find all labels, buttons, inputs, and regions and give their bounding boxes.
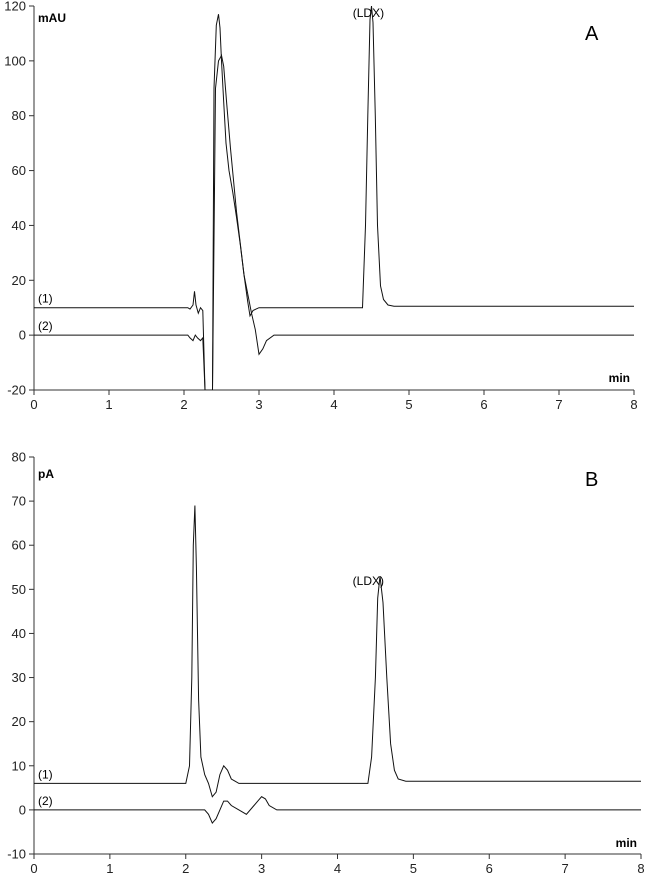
- y-tick-label: 40: [12, 218, 26, 233]
- y-tick-label: 120: [4, 0, 26, 14]
- x-tick-label: 8: [630, 397, 637, 412]
- x-tick-label: 0: [30, 861, 37, 876]
- x-tick-label: 0: [30, 397, 37, 412]
- series-line-1: [34, 505, 641, 798]
- y-tick-label: 0: [19, 802, 26, 817]
- x-tick-label: 3: [258, 861, 265, 876]
- x-axis-unit-label: min: [616, 836, 637, 850]
- x-tick-label: 4: [330, 397, 337, 412]
- x-tick-label: 1: [106, 861, 113, 876]
- x-tick-label: 5: [405, 397, 412, 412]
- y-tick-label: 0: [19, 328, 26, 343]
- series-line-2: [34, 53, 634, 390]
- x-tick-label: 5: [410, 861, 417, 876]
- series-label-2: (2): [38, 319, 53, 333]
- x-tick-label: 1: [105, 397, 112, 412]
- x-tick-label: 4: [334, 861, 341, 876]
- x-tick-label: 2: [182, 861, 189, 876]
- y-tick-label: 50: [12, 582, 26, 597]
- y-axis-unit-label: pA: [38, 467, 54, 481]
- series-label-1: (1): [38, 767, 53, 781]
- y-tick-label: 80: [12, 108, 26, 123]
- x-tick-label: 6: [480, 397, 487, 412]
- x-tick-label: 7: [555, 397, 562, 412]
- y-axis-unit-label: mAU: [38, 11, 66, 25]
- y-tick-label: -10: [7, 847, 26, 862]
- y-tick-label: 10: [12, 758, 26, 773]
- y-tick-label: 100: [4, 53, 26, 68]
- peak-annotation: (LDX): [353, 574, 384, 588]
- x-tick-label: 7: [562, 861, 569, 876]
- y-tick-label: 20: [12, 714, 26, 729]
- y-tick-label: 30: [12, 670, 26, 685]
- series-line-1: [34, 6, 634, 390]
- x-tick-label: 8: [637, 861, 644, 876]
- series-line-2: [34, 796, 641, 825]
- panel-letter: A: [585, 23, 599, 45]
- y-tick-label: 60: [12, 538, 26, 553]
- peak-annotation: (LDX): [353, 6, 384, 20]
- panel-letter: B: [585, 469, 598, 491]
- y-tick-label: 70: [12, 494, 26, 509]
- x-tick-label: 2: [180, 397, 187, 412]
- y-tick-label: 60: [12, 163, 26, 178]
- panel-a: 0 1 2 3 4 5 6 7 8 -20 0 20 40 60 80 100 120 mAU min A (1) (2)…: [4, 0, 637, 412]
- y-tick-label: 40: [12, 626, 26, 641]
- x-axis-unit-label: min: [609, 371, 630, 385]
- x-tick-label: 6: [486, 861, 493, 876]
- series-label-1: (1): [38, 292, 53, 306]
- x-tick-label: 3: [255, 397, 262, 412]
- y-tick-label: -20: [7, 383, 26, 398]
- panel-b: 0 1 2 3 4 5 6 7 8 -10 0 10 20 30 40 50 60 70 80 pA min B (1) (2…: [7, 450, 644, 876]
- y-tick-label: 80: [12, 450, 26, 465]
- series-label-2: (2): [38, 794, 53, 808]
- y-tick-label: 20: [12, 273, 26, 288]
